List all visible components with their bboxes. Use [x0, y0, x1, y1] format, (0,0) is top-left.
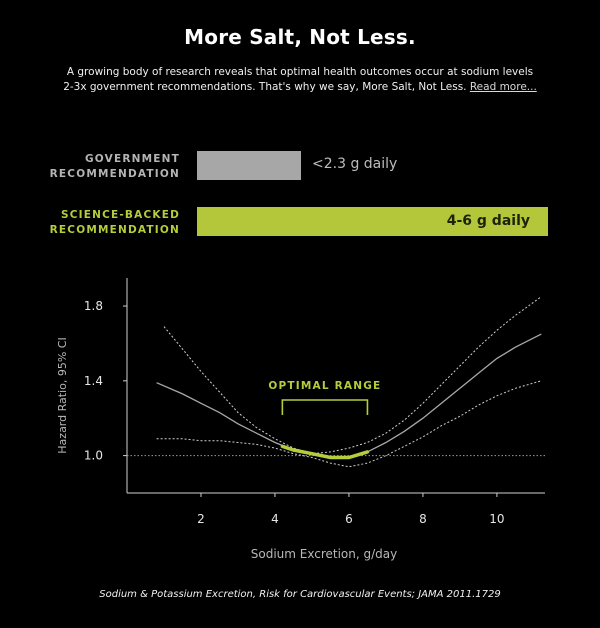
hazard-ratio-chart: 1.0 1.4 1.8 2 4 6 8 10 Sodium Excretion, g/day Ha…	[56, 278, 545, 561]
intro-text: A growing body of research reveals that …	[63, 66, 534, 93]
read-more-link[interactable]: Read more...	[469, 81, 537, 93]
estimate-line	[156, 333, 542, 459]
optimal-range-label: OPTIMAL RANGE	[268, 380, 381, 392]
government-label-line2: RECOMMENDATION	[49, 167, 180, 180]
optimal-range-bracket	[281, 399, 369, 415]
source-caption: Sodium & Potassium Excretion, Risk for C…	[99, 589, 501, 600]
x-tick-label: 4	[271, 512, 279, 526]
upper-ci-line	[163, 296, 542, 455]
x-tick-label: 6	[345, 512, 353, 526]
x-tick-label: 8	[419, 512, 427, 526]
science-label-line2: RECOMMENDATION	[49, 223, 180, 236]
science-recommendation-bar	[197, 207, 548, 236]
government-recommendation-value: <2.3 g daily	[312, 156, 398, 172]
science-recommendation-value: 4-6 g daily	[446, 213, 530, 229]
optimal-range-highlight	[280, 444, 370, 460]
page-title: More Salt, Not Less.	[184, 25, 416, 49]
government-recommendation-bar	[197, 151, 301, 180]
intro-paragraph: A growing body of research reveals that …	[60, 65, 540, 95]
x-axis-label: Sodium Excretion, g/day	[251, 547, 398, 561]
science-label-line1: SCIENCE-BACKED	[60, 209, 180, 221]
science-recommendation-label: SCIENCE-BACKED RECOMMENDATION	[50, 208, 180, 237]
x-tick-label: 2	[197, 512, 205, 526]
government-label-line1: GOVERNMENT	[84, 153, 180, 165]
x-tick-label: 10	[489, 512, 504, 526]
y-tick-label: 1.8	[84, 299, 103, 313]
y-axis-label: Hazard Ratio, 95% CI	[56, 337, 69, 453]
lower-ci-line	[156, 380, 542, 468]
y-tick-label: 1.4	[84, 374, 103, 388]
government-recommendation-label: GOVERNMENT RECOMMENDATION	[50, 152, 180, 181]
y-tick-label: 1.0	[84, 449, 103, 463]
